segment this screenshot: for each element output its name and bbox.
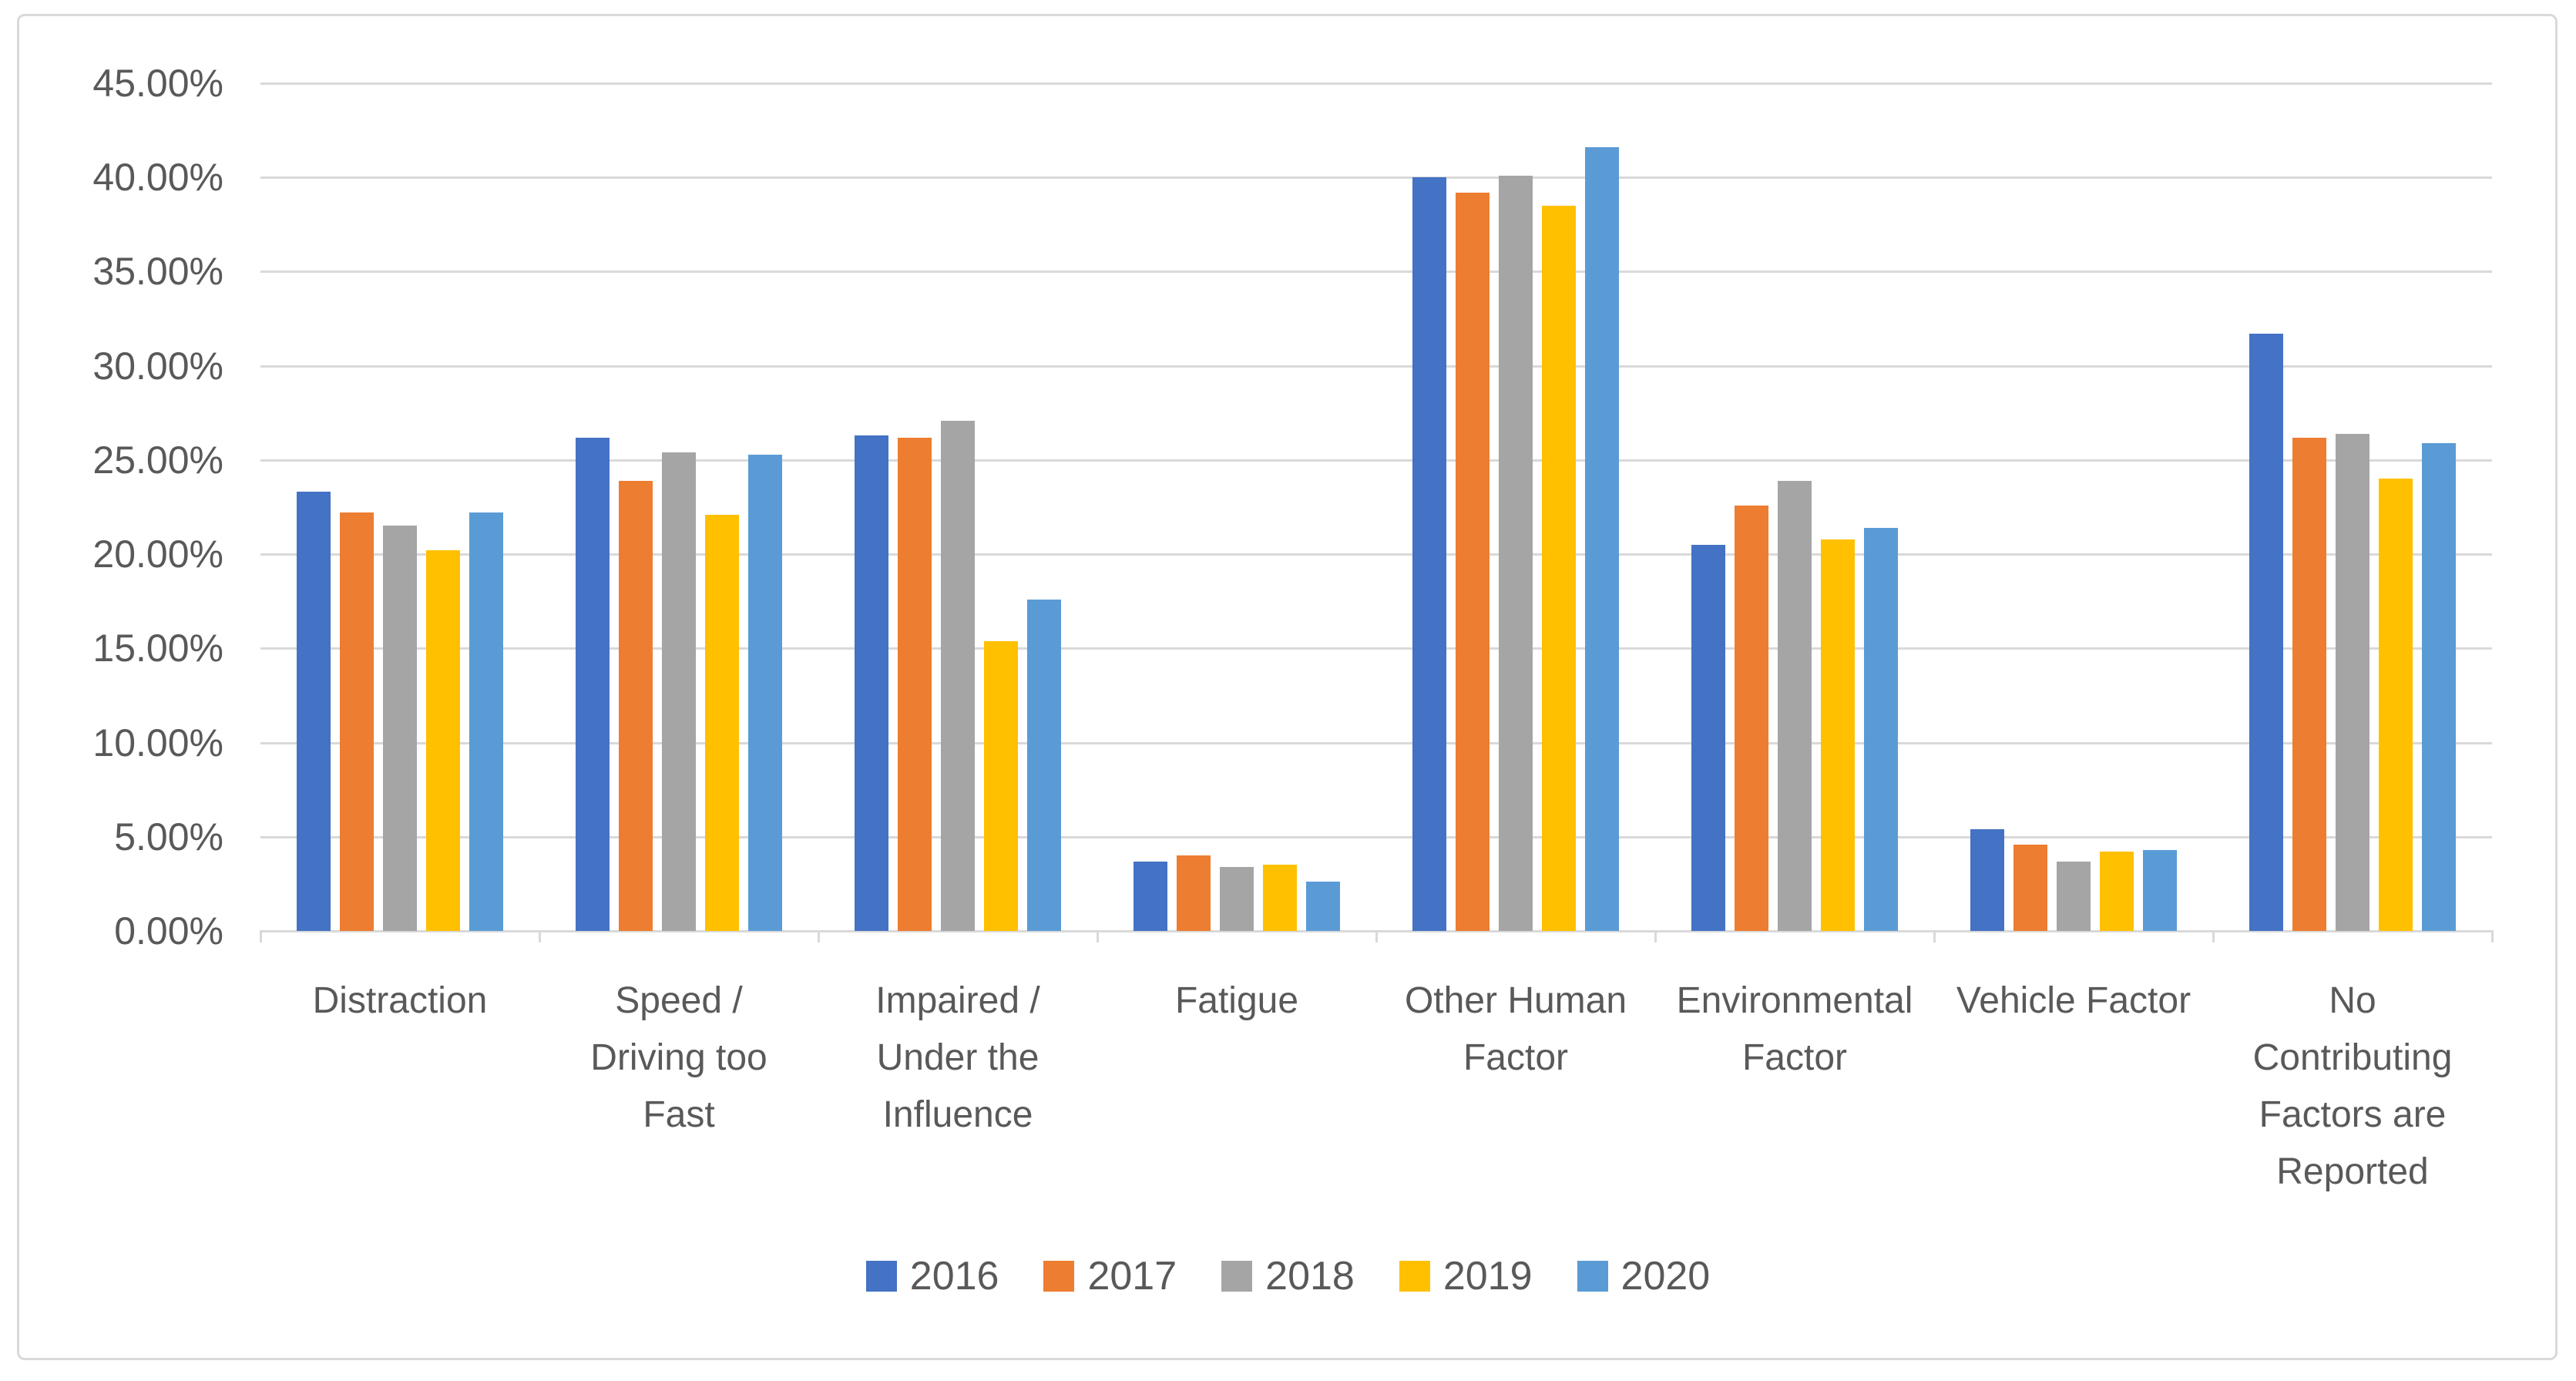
gridline-5 — [260, 835, 2492, 838]
bar-2018-no-contributing-factors-are-reported[interactable] — [2336, 433, 2369, 931]
x-axis-label-no-contributing-factors-are-reported: No Contributing Factors are Reported — [2252, 980, 2453, 1192]
bar-2017-distraction[interactable] — [340, 512, 374, 931]
gridline-45 — [260, 82, 2492, 85]
y-axis-label-40: 40.00% — [92, 156, 223, 200]
legend-swatch-2018 — [1221, 1261, 1253, 1292]
bar-2016-distraction[interactable] — [297, 492, 331, 931]
y-axis-label-0: 0.00% — [114, 909, 223, 953]
bar-2019-fatigue[interactable] — [1263, 865, 1297, 931]
legend-swatch-2016 — [865, 1261, 897, 1292]
legend-item-2019[interactable]: 2019 — [1399, 1256, 1533, 1296]
legend-label-2018: 2018 — [1265, 1254, 1355, 1299]
gridline-15 — [260, 647, 2492, 650]
bar-2020-fatigue[interactable] — [1306, 882, 1340, 931]
bar-2020-speed-driving-too-fast[interactable] — [748, 454, 782, 931]
bar-2018-other-human-factor[interactable] — [1499, 175, 1533, 931]
bar-2016-no-contributing-factors-are-reported[interactable] — [2249, 334, 2283, 931]
legend-item-2018[interactable]: 2018 — [1221, 1256, 1355, 1296]
bar-2020-other-human-factor[interactable] — [1585, 147, 1619, 931]
bar-2019-speed-driving-too-fast[interactable] — [705, 514, 739, 931]
x-axis-label-impaired-under-the-influence: Impaired / Under the Influence — [875, 980, 1040, 1135]
bar-2017-fatigue[interactable] — [1177, 855, 1211, 931]
bar-2016-environmental-factor[interactable] — [1691, 544, 1725, 931]
legend-label-2016: 2016 — [909, 1254, 999, 1299]
bar-2017-environmental-factor[interactable] — [1735, 505, 1768, 931]
bar-2019-other-human-factor[interactable] — [1542, 205, 1576, 931]
bar-2020-distraction[interactable] — [469, 512, 503, 931]
bar-2018-speed-driving-too-fast[interactable] — [662, 452, 696, 931]
axis-tick-8 — [2491, 930, 2494, 943]
legend-item-2020[interactable]: 2020 — [1577, 1254, 1711, 1299]
bar-2016-impaired-under-the-influence[interactable] — [855, 435, 888, 931]
axis-tick-1 — [539, 930, 541, 943]
legend-item-2016[interactable]: 2016 — [865, 1254, 999, 1299]
bar-2020-vehicle-factor[interactable] — [2143, 849, 2177, 931]
bar-2019-impaired-under-the-influence[interactable] — [984, 640, 1018, 931]
gridline-30 — [260, 365, 2492, 368]
gridline-40 — [260, 176, 2492, 180]
bar-2017-impaired-under-the-influence[interactable] — [898, 437, 932, 931]
bar-2018-distraction[interactable] — [383, 526, 417, 931]
bar-2017-other-human-factor[interactable] — [1456, 192, 1490, 931]
bar-2019-vehicle-factor[interactable] — [2100, 852, 2134, 931]
bar-2018-fatigue[interactable] — [1220, 866, 1254, 931]
bar-2019-no-contributing-factors-are-reported[interactable] — [2379, 479, 2413, 931]
bar-2019-environmental-factor[interactable] — [1821, 539, 1855, 931]
y-axis-label-20: 20.00% — [92, 533, 223, 576]
legend-swatch-2019 — [1399, 1261, 1430, 1292]
bar-2016-fatigue[interactable] — [1134, 861, 1167, 931]
legend-swatch-2020 — [1577, 1261, 1608, 1292]
y-axis-label-10: 10.00% — [92, 721, 223, 764]
bar-2016-speed-driving-too-fast[interactable] — [576, 437, 610, 931]
legend-label-2020: 2020 — [1620, 1254, 1711, 1299]
bar-2020-environmental-factor[interactable] — [1864, 527, 1898, 931]
y-axis-label-30: 30.00% — [92, 344, 223, 388]
x-axis-label-vehicle-factor: Vehicle Factor — [1956, 980, 2191, 1021]
bar-2017-speed-driving-too-fast[interactable] — [619, 480, 653, 931]
y-axis-label-45: 45.00% — [92, 62, 223, 105]
legend-label-2019: 2019 — [1442, 1254, 1533, 1299]
x-axis-label-environmental-factor: Environmental Factor — [1676, 980, 1913, 1078]
axis-tick-6 — [1933, 930, 1936, 943]
bar-2018-impaired-under-the-influence[interactable] — [941, 420, 975, 931]
axis-tick-5 — [1654, 930, 1657, 943]
bar-2018-environmental-factor[interactable] — [1778, 480, 1812, 931]
legend-label-2017: 2017 — [1087, 1254, 1177, 1299]
x-axis-label-distraction: Distraction — [312, 980, 488, 1021]
legend-swatch-2017 — [1043, 1261, 1075, 1292]
bar-2016-other-human-factor[interactable] — [1412, 177, 1446, 931]
bar-2019-distraction[interactable] — [426, 550, 460, 931]
legend: 2016 2017 2018 2019 2020 — [0, 1256, 2576, 1296]
bar-2016-vehicle-factor[interactable] — [1970, 829, 2004, 931]
x-axis-label-speed-driving-too-fast: Speed / Driving too Fast — [590, 980, 767, 1135]
axis-tick-3 — [1097, 930, 1099, 943]
bar-2017-no-contributing-factors-are-reported[interactable] — [2292, 437, 2326, 931]
axis-tick-0 — [260, 930, 262, 943]
y-axis-label-5: 5.00% — [114, 815, 223, 859]
gridline-20 — [260, 553, 2492, 556]
axis-tick-4 — [1375, 930, 1378, 943]
bar-2020-impaired-under-the-influence[interactable] — [1027, 599, 1061, 931]
y-axis-label-35: 35.00% — [92, 250, 223, 294]
gridline-25 — [260, 459, 2492, 462]
gridline-35 — [260, 270, 2492, 274]
axis-tick-2 — [818, 930, 820, 943]
axis-tick-7 — [2212, 930, 2215, 943]
legend-item-2017[interactable]: 2017 — [1043, 1256, 1177, 1296]
bar-2020-no-contributing-factors-are-reported[interactable] — [2422, 442, 2456, 931]
gridline-10 — [260, 741, 2492, 744]
x-axis-label-other-human-factor: Other Human Factor — [1404, 980, 1627, 1078]
bar-2017-vehicle-factor[interactable] — [2013, 844, 2047, 931]
y-axis-label-25: 25.00% — [92, 438, 223, 482]
y-axis-label-15: 15.00% — [92, 627, 223, 670]
x-axis-label-fatigue: Fatigue — [1174, 980, 1299, 1021]
bar-2018-vehicle-factor[interactable] — [2057, 861, 2091, 931]
